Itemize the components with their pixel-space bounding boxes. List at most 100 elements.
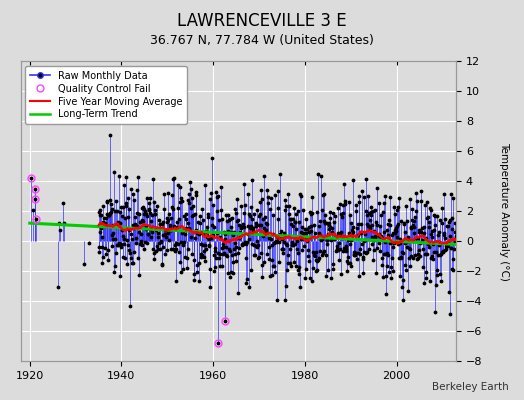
Point — [255, 213, 263, 220]
Point — [140, 239, 149, 246]
Point — [323, 236, 331, 243]
Point — [257, 262, 266, 268]
Point — [193, 230, 202, 236]
Point — [209, 232, 217, 238]
Point — [447, 244, 455, 251]
Point — [392, 223, 401, 229]
Point — [440, 230, 449, 237]
Point — [267, 236, 276, 242]
Point — [274, 188, 282, 194]
Point — [358, 241, 366, 247]
Point — [300, 242, 308, 249]
Point — [445, 289, 453, 295]
Point — [290, 218, 299, 225]
Point — [299, 207, 307, 214]
Point — [133, 187, 141, 194]
Point — [432, 282, 440, 288]
Point — [95, 212, 104, 218]
Point — [296, 191, 304, 198]
Point — [398, 284, 407, 290]
Point — [169, 246, 177, 252]
Point — [157, 221, 166, 227]
Point — [449, 256, 457, 262]
Point — [167, 215, 176, 222]
Point — [331, 234, 339, 241]
Point — [438, 204, 446, 211]
Point — [129, 260, 137, 266]
Point — [288, 216, 297, 222]
Point — [290, 259, 298, 266]
Point — [85, 240, 93, 246]
Point — [335, 240, 343, 246]
Point — [105, 131, 114, 138]
Point — [150, 255, 158, 262]
Point — [268, 272, 277, 278]
Point — [343, 258, 352, 264]
Point — [334, 205, 343, 212]
Point — [191, 192, 200, 198]
Point — [254, 242, 263, 248]
Point — [211, 245, 220, 251]
Point — [323, 230, 332, 237]
Point — [213, 340, 222, 346]
Point — [144, 231, 152, 238]
Point — [378, 254, 387, 261]
Point — [185, 225, 193, 232]
Point — [97, 225, 105, 232]
Point — [198, 230, 206, 236]
Point — [267, 242, 276, 249]
Point — [370, 236, 378, 243]
Point — [264, 200, 272, 206]
Point — [401, 262, 409, 268]
Point — [412, 234, 420, 241]
Point — [201, 182, 210, 188]
Point — [310, 222, 318, 228]
Point — [308, 278, 316, 285]
Point — [436, 252, 445, 259]
Point — [230, 229, 238, 235]
Point — [121, 255, 129, 261]
Point — [264, 194, 272, 200]
Point — [328, 230, 336, 236]
Point — [377, 233, 385, 239]
Point — [318, 235, 326, 242]
Point — [289, 242, 298, 248]
Point — [360, 249, 368, 256]
Point — [282, 242, 291, 248]
Point — [223, 218, 231, 224]
Point — [258, 274, 266, 281]
Point — [423, 251, 432, 257]
Point — [233, 196, 242, 202]
Point — [417, 229, 425, 235]
Point — [184, 246, 192, 252]
Point — [336, 211, 345, 217]
Point — [250, 252, 259, 258]
Point — [266, 206, 274, 212]
Point — [171, 247, 179, 254]
Point — [322, 241, 331, 247]
Point — [429, 212, 438, 218]
Point — [174, 241, 182, 248]
Point — [112, 223, 121, 229]
Point — [339, 248, 347, 254]
Point — [162, 219, 171, 226]
Point — [372, 219, 380, 226]
Point — [278, 246, 286, 253]
Point — [225, 217, 233, 223]
Point — [344, 237, 353, 243]
Point — [386, 194, 395, 200]
Point — [242, 280, 250, 286]
Point — [345, 230, 353, 237]
Point — [400, 220, 408, 227]
Point — [369, 257, 377, 263]
Point — [447, 266, 456, 272]
Point — [222, 244, 231, 250]
Point — [146, 194, 154, 201]
Point — [401, 239, 410, 245]
Point — [208, 222, 216, 228]
Point — [31, 186, 39, 192]
Point — [445, 232, 454, 239]
Point — [449, 266, 457, 273]
Point — [202, 224, 211, 230]
Point — [194, 278, 203, 284]
